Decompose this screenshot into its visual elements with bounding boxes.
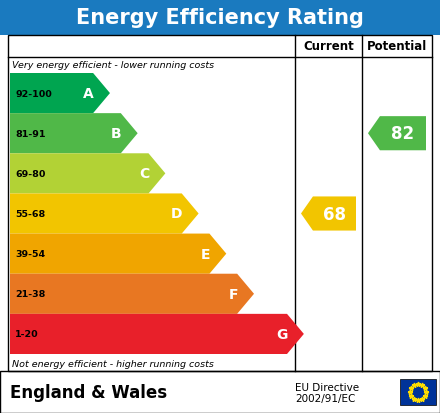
Polygon shape bbox=[10, 194, 198, 234]
Text: 55-68: 55-68 bbox=[15, 209, 45, 218]
Bar bbox=[0, 371, 440, 413]
Text: 39-54: 39-54 bbox=[15, 249, 45, 259]
Polygon shape bbox=[10, 314, 304, 354]
Text: Potential: Potential bbox=[367, 40, 427, 53]
Text: 21-38: 21-38 bbox=[15, 290, 45, 299]
Polygon shape bbox=[10, 74, 110, 114]
Polygon shape bbox=[301, 197, 356, 231]
Bar bbox=[0, 0, 440, 36]
Text: A: A bbox=[83, 87, 94, 101]
Text: 81-91: 81-91 bbox=[15, 129, 45, 138]
Text: 68: 68 bbox=[323, 205, 346, 223]
Text: E: E bbox=[201, 247, 210, 261]
Text: 69-80: 69-80 bbox=[15, 169, 45, 178]
Text: England & Wales: England & Wales bbox=[10, 383, 167, 401]
Text: 2002/91/EC: 2002/91/EC bbox=[295, 393, 356, 403]
Text: Not energy efficient - higher running costs: Not energy efficient - higher running co… bbox=[12, 359, 214, 368]
Text: D: D bbox=[171, 207, 183, 221]
Text: Current: Current bbox=[303, 40, 354, 53]
Text: Energy Efficiency Rating: Energy Efficiency Rating bbox=[76, 8, 364, 28]
Text: F: F bbox=[228, 287, 238, 301]
Text: 1-20: 1-20 bbox=[15, 330, 39, 339]
Text: EU Directive: EU Directive bbox=[295, 382, 359, 392]
Polygon shape bbox=[10, 154, 165, 194]
Text: C: C bbox=[139, 167, 149, 181]
Text: B: B bbox=[111, 127, 121, 141]
Bar bbox=[8, 36, 432, 371]
Polygon shape bbox=[368, 117, 426, 151]
Text: 82: 82 bbox=[392, 125, 414, 143]
Polygon shape bbox=[10, 114, 138, 154]
Polygon shape bbox=[10, 274, 254, 314]
Bar bbox=[400, 379, 436, 405]
Text: Very energy efficient - lower running costs: Very energy efficient - lower running co… bbox=[12, 61, 214, 70]
Text: G: G bbox=[276, 327, 288, 341]
Text: 92-100: 92-100 bbox=[15, 89, 52, 98]
Polygon shape bbox=[10, 234, 226, 274]
